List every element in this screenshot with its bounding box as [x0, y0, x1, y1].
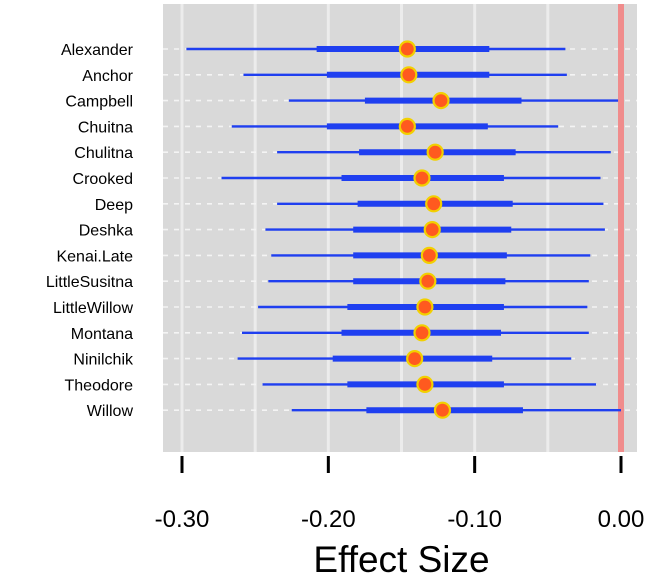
median-point [400, 66, 418, 84]
series-row [243, 66, 567, 84]
median-point [416, 375, 434, 393]
x-tick-label: 0.00 [598, 506, 645, 533]
median-point [423, 221, 441, 239]
site-label: Campbell [65, 94, 133, 111]
median-point [413, 324, 431, 342]
site-label: Chulitna [74, 145, 133, 162]
site-label: LittleWillow [53, 300, 133, 317]
site-label: Deshka [79, 223, 133, 240]
series-row [237, 350, 572, 368]
site-label: Montana [71, 326, 133, 343]
site-label: Kenai.Late [56, 248, 133, 265]
series-row [265, 221, 605, 239]
site-label: Crooked [73, 171, 133, 188]
x-tick-label: -0.30 [155, 506, 210, 533]
series-row [241, 324, 589, 342]
series-row [262, 375, 597, 393]
site-label: LittleSusitna [46, 274, 133, 291]
x-tick-label: -0.10 [447, 506, 502, 533]
x-axis: -0.30 -0.20 -0.10 0.00 [155, 456, 645, 533]
series-row [186, 40, 566, 58]
site-label: Deep [95, 197, 133, 214]
series-row [231, 117, 559, 136]
site-label: Chuitna [78, 119, 133, 136]
site-labels: Alexander Anchor Campbell Chuitna Chulitna Cr… [46, 42, 134, 420]
x-tick-label: -0.20 [301, 506, 356, 533]
site-label: Alexander [61, 42, 134, 59]
median-point [419, 272, 437, 290]
series-row [277, 143, 611, 161]
median-point [413, 169, 431, 187]
series-layer [186, 40, 621, 419]
series-row [258, 298, 588, 316]
median-point [426, 143, 444, 161]
x-axis-title: Effect Size [313, 539, 489, 580]
series-row [271, 246, 591, 264]
median-point [432, 91, 450, 110]
median-point [425, 195, 443, 213]
series-row [268, 272, 589, 290]
series-row [221, 169, 601, 187]
median-point [416, 298, 434, 316]
series-row [288, 91, 619, 110]
median-point [398, 40, 416, 58]
median-point [398, 117, 416, 136]
series-row [291, 401, 621, 419]
median-point [433, 401, 452, 419]
median-point [420, 246, 438, 264]
series-row [277, 195, 604, 213]
site-label: Willow [87, 403, 134, 420]
site-label: Theodore [65, 377, 134, 394]
site-label: Ninilchik [73, 352, 134, 369]
median-point [406, 350, 424, 368]
site-label: Anchor [82, 68, 133, 85]
